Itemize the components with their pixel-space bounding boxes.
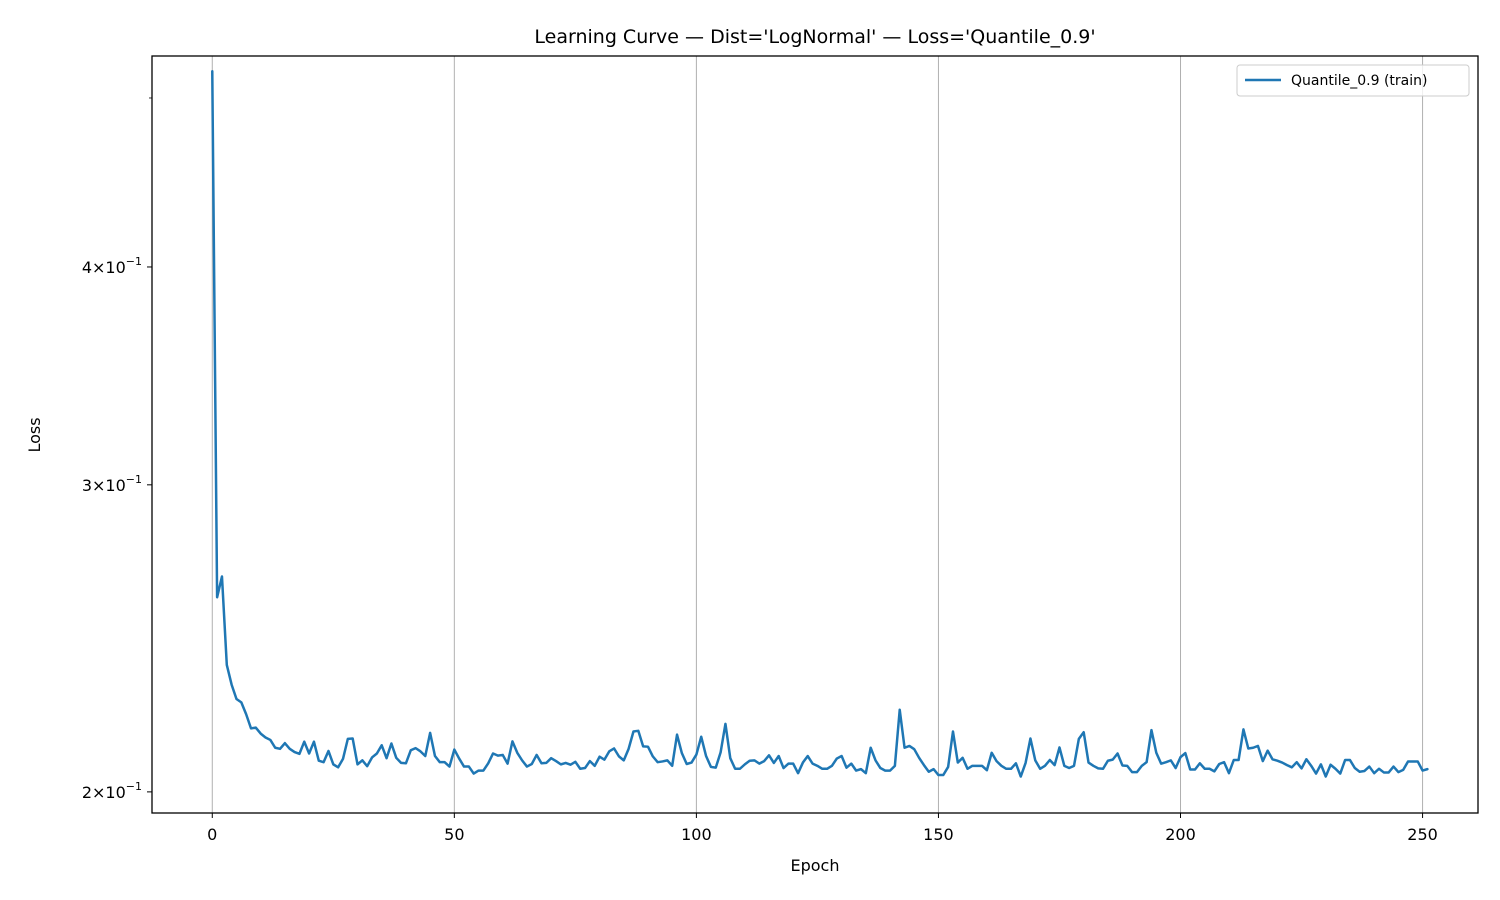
chart-title: Learning Curve — Dist='LogNormal' — Loss… (534, 26, 1095, 48)
grid-lines (211, 56, 1424, 813)
plot-frame (151, 55, 1479, 814)
x-axis-label: Epoch (791, 856, 840, 875)
x-tick-label: 250 (1407, 825, 1438, 844)
series-line-quantile-train (211, 69, 1429, 778)
x-tick-label: 0 (207, 825, 217, 844)
y-tick-label: 2×10−1 (82, 780, 142, 802)
x-tick-label: 100 (681, 825, 712, 844)
y-axis-label: Loss (25, 417, 44, 452)
y-tick-label: 3×10−1 (82, 473, 142, 495)
x-tick-label: 150 (923, 825, 954, 844)
series-layer (211, 69, 1429, 778)
legend-entry-label: Quantile_0.9 (train) (1291, 73, 1427, 89)
legend-box (1236, 64, 1470, 97)
x-tick-label: 50 (444, 825, 464, 844)
y-axis-ticks: 2×10−1 3×10−1 4×10−1 (82, 97, 152, 802)
x-axis-ticks: 0 50 100 150 200 250 (207, 813, 1438, 844)
x-tick-label: 200 (1165, 825, 1196, 844)
legend: Quantile_0.9 (train) (1236, 64, 1470, 97)
y-tick-label: 4×10−1 (82, 255, 142, 277)
